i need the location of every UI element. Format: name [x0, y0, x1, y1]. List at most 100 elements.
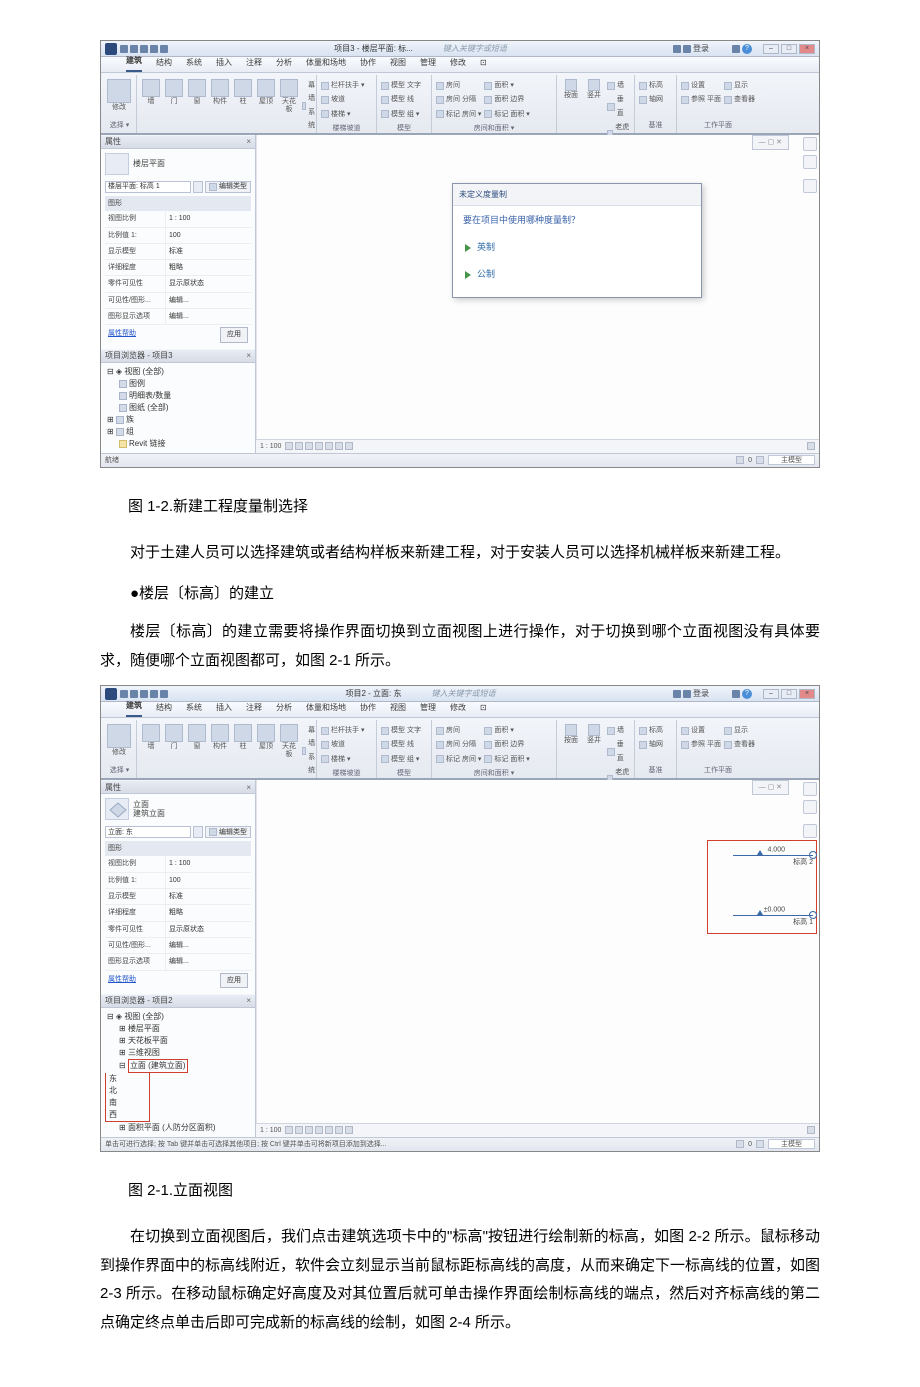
login-label[interactable]: 登录 [693, 41, 709, 56]
chevron-down-icon[interactable] [193, 181, 203, 193]
sun-icon[interactable] [305, 442, 313, 450]
tab-collab[interactable]: 协作 [360, 700, 376, 717]
column-button[interactable]: 柱 [233, 79, 253, 106]
home-icon[interactable] [803, 155, 817, 169]
worksets-icon[interactable] [807, 1126, 815, 1134]
model-text-button[interactable]: 模型 文字 [381, 724, 421, 737]
reveal-icon[interactable] [345, 1126, 353, 1134]
tab-systems[interactable]: 系统 [186, 55, 202, 72]
sb-model-field[interactable]: 主模型 [768, 455, 815, 465]
set-button[interactable]: 设置 [681, 79, 721, 92]
chevron-down-icon[interactable] [193, 826, 203, 838]
tree-sheets[interactable]: 图纸 (全部) [105, 402, 251, 414]
tab-architecture[interactable]: 建筑 [126, 53, 142, 72]
close-button[interactable]: × [799, 689, 815, 699]
window-button[interactable]: 窗 [187, 79, 207, 106]
prop-value[interactable]: 粗略 [165, 260, 251, 275]
tag-area-button[interactable]: 标记 面积 ▾ [484, 753, 529, 766]
cube-icon[interactable] [803, 179, 817, 193]
tab-insert[interactable]: 插入 [216, 700, 232, 717]
railing-button[interactable]: 栏杆扶手 ▾ [321, 724, 364, 737]
tab-modify[interactable]: 修改 [450, 55, 466, 72]
qat-redo-icon[interactable] [150, 45, 158, 53]
by-face-button[interactable]: 按面 [561, 724, 581, 745]
app-icon[interactable] [105, 43, 117, 55]
level-head-icon[interactable] [809, 851, 817, 859]
edit-type-button[interactable]: 编辑类型 [205, 181, 251, 193]
filter-icon[interactable] [736, 456, 744, 464]
app-icon[interactable] [105, 688, 117, 700]
component-button[interactable]: 构件 [210, 79, 230, 106]
tree-3d-views[interactable]: ⊞ 三维视图 [105, 1047, 251, 1059]
properties-help-link[interactable]: 属性帮助 [108, 973, 136, 988]
tag-area-button[interactable]: 标记 面积 ▾ [484, 108, 529, 121]
door-button[interactable]: 门 [164, 724, 184, 751]
tab-massing[interactable]: 体量和场地 [306, 55, 346, 72]
minimize-button[interactable]: – [763, 689, 779, 699]
qat-open-icon[interactable] [120, 45, 128, 53]
maximize-button[interactable]: □ [781, 44, 797, 54]
level-button[interactable]: 标高 [639, 79, 663, 92]
tab-view[interactable]: 视图 [390, 55, 406, 72]
model-group-button[interactable]: 模型 组 ▾ [381, 753, 421, 766]
tree-views-root[interactable]: ⊟ ◈ 视图 (全部) [105, 1011, 251, 1023]
area-boundary-button[interactable]: 面积 边界 [484, 738, 529, 751]
prop-value[interactable]: 100 [165, 228, 251, 243]
tree-legends[interactable]: 图例 [105, 378, 251, 390]
tab-view[interactable]: 视图 [390, 700, 406, 717]
navigation-wheel-icon[interactable] [803, 782, 817, 796]
tab-collab[interactable]: 协作 [360, 55, 376, 72]
qat-undo-icon[interactable] [140, 690, 148, 698]
room-button[interactable]: 房间 [436, 79, 481, 92]
tab-expand-icon[interactable]: ⊡ [480, 700, 487, 717]
maximize-button[interactable]: □ [781, 689, 797, 699]
close-button[interactable]: × [799, 44, 815, 54]
qat-save-icon[interactable] [130, 45, 138, 53]
tab-analyze[interactable]: 分析 [276, 700, 292, 717]
filter-icon[interactable] [736, 1140, 744, 1148]
model-group-button[interactable]: 模型 组 ▾ [381, 108, 421, 121]
viewer-button[interactable]: 查看器 [724, 738, 755, 751]
area-boundary-button[interactable]: 面积 边界 [484, 93, 529, 106]
qat-open-icon[interactable] [120, 690, 128, 698]
ceiling-button[interactable]: 天花板 [279, 79, 299, 113]
tree-elevations[interactable]: ⊟ 立面 (建筑立面) [105, 1059, 251, 1073]
level-button[interactable]: 标高 [639, 724, 663, 737]
qat-undo-icon[interactable] [140, 45, 148, 53]
viewer-button[interactable]: 查看器 [724, 93, 755, 106]
grid-button[interactable]: 轴网 [639, 738, 663, 751]
ramp-button[interactable]: 坡道 [321, 93, 364, 106]
tab-structure[interactable]: 结构 [156, 55, 172, 72]
star-icon[interactable] [683, 690, 691, 698]
tree-groups[interactable]: ⊞ 组 [105, 426, 251, 438]
tree-links[interactable]: Revit 链接 [105, 438, 251, 450]
apply-button[interactable]: 应用 [220, 973, 248, 988]
prop-value[interactable]: 编辑... [165, 293, 251, 308]
component-button[interactable]: 构件 [210, 724, 230, 751]
modify-button[interactable]: 修改 [107, 724, 131, 757]
tree-ceiling-plans[interactable]: ⊞ 天花板平面 [105, 1035, 251, 1047]
exchange-icon[interactable] [732, 690, 740, 698]
infocenter-icon[interactable] [673, 690, 681, 698]
close-icon[interactable]: × [246, 348, 251, 363]
stair-button[interactable]: 楼梯 ▾ [321, 753, 364, 766]
help-icon[interactable]: ? [742, 44, 752, 54]
reveal-icon[interactable] [345, 442, 353, 450]
vertical-opening-button[interactable]: 垂直 [607, 738, 630, 765]
tree-area-plans[interactable]: ⊞ 面积平面 (人防分区面积) [105, 1122, 251, 1134]
qat-save-icon[interactable] [130, 690, 138, 698]
canvas[interactable]: — ▢ ✕ 未定义度量制 要在项目中使用哪种度量制？ 英制 公制 [256, 135, 819, 439]
tab-analyze[interactable]: 分析 [276, 55, 292, 72]
canvas-tab[interactable]: — ▢ ✕ [752, 780, 789, 795]
tab-systems[interactable]: 系统 [186, 700, 202, 717]
canvas[interactable]: — ▢ ✕ 4.000 标高 2 ±0.000 标高 1 [256, 780, 819, 1123]
door-button[interactable]: 门 [164, 79, 184, 106]
shadow-icon[interactable] [315, 1126, 323, 1134]
hide-icon[interactable] [335, 442, 343, 450]
show-button[interactable]: 显示 [724, 724, 755, 737]
tree-views-root[interactable]: ⊟ ◈ 视图 (全部) [105, 366, 251, 378]
edit-type-button[interactable]: 编辑类型 [205, 826, 251, 838]
tab-manage[interactable]: 管理 [420, 55, 436, 72]
tab-insert[interactable]: 插入 [216, 55, 232, 72]
qat-print-icon[interactable] [160, 45, 168, 53]
